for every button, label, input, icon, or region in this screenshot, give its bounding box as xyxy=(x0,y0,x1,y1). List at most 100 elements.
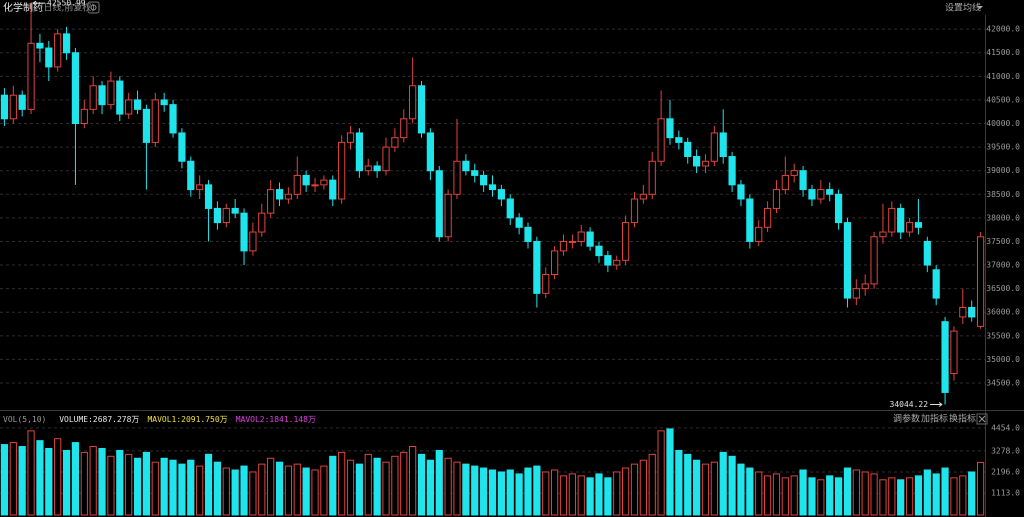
tool-button[interactable]: 调参数 xyxy=(893,413,920,425)
volume-bar xyxy=(533,465,541,516)
candle-body xyxy=(515,217,523,228)
volume-bar xyxy=(755,471,763,516)
y-tick-label: 39000.0 xyxy=(986,166,1020,175)
volume-bar xyxy=(622,467,630,516)
settings-box[interactable] xyxy=(87,1,100,14)
candle-body xyxy=(400,118,408,139)
volume-bar xyxy=(568,473,576,516)
volume-bar xyxy=(409,446,417,516)
candle-body xyxy=(772,189,781,209)
y-tick-label: 4454.0 xyxy=(991,423,1020,432)
volume-bar xyxy=(852,469,860,516)
candle-body xyxy=(879,231,887,238)
candle-body xyxy=(932,269,940,299)
candle-body xyxy=(444,193,452,238)
candle-body xyxy=(799,170,807,191)
volume-bar xyxy=(9,442,17,516)
dropdown-arrow[interactable] xyxy=(977,6,983,9)
candle-body xyxy=(692,156,701,167)
volume-bar xyxy=(302,467,310,516)
volume-bar xyxy=(435,449,443,516)
y-tick-label: 41000.0 xyxy=(986,72,1020,81)
candle-body xyxy=(240,212,248,252)
volume-bar xyxy=(968,471,976,516)
candle-body xyxy=(968,307,976,318)
volume-bar xyxy=(116,449,124,516)
candle-body xyxy=(914,222,923,228)
candle-body xyxy=(870,236,878,285)
volume-bar xyxy=(879,479,887,516)
indicator-value: VOLUME:2687.278万 xyxy=(59,415,139,424)
candle-body xyxy=(639,193,647,200)
settings-icon[interactable] xyxy=(87,1,100,14)
volume-bar xyxy=(151,461,159,516)
candle-body xyxy=(18,94,26,110)
volume-bar xyxy=(914,475,923,516)
volume-bar xyxy=(728,455,736,516)
candle-body xyxy=(781,174,789,191)
candle-body xyxy=(222,207,230,224)
volume-bar xyxy=(817,479,825,516)
candle-body xyxy=(542,273,550,294)
volume-bar xyxy=(684,453,692,516)
candle-body xyxy=(435,170,443,238)
volume-bar xyxy=(222,467,230,516)
volume-bar xyxy=(657,430,665,516)
candle-body xyxy=(426,132,434,172)
y-tick-label: 40500.0 xyxy=(986,95,1020,104)
volume-bar xyxy=(630,463,639,516)
volume-bar xyxy=(338,451,346,516)
ma-setting-button[interactable]: 设置均线 xyxy=(945,2,981,14)
close-pane[interactable] xyxy=(976,413,988,425)
volume-bar xyxy=(888,477,896,516)
y-tick-label: 41500.0 xyxy=(986,48,1020,57)
candle-body xyxy=(559,240,568,252)
volume-bar xyxy=(391,455,399,516)
candle-body xyxy=(506,198,514,219)
tool-button[interactable]: 加指标 xyxy=(921,413,948,425)
candle-body xyxy=(9,94,17,120)
y-tick-label: 35000.0 xyxy=(986,355,1020,364)
close-x[interactable] xyxy=(978,415,986,423)
volume-bar xyxy=(480,467,488,516)
candle-body xyxy=(524,226,532,242)
volume-bar xyxy=(62,449,71,516)
candle-body xyxy=(719,132,727,158)
candle-body xyxy=(790,170,798,176)
volume-bar xyxy=(311,469,319,516)
period-label: (日线,前复权) xyxy=(40,2,95,14)
volume-bar xyxy=(178,463,186,516)
candle-body xyxy=(941,321,949,393)
y-tick-label: 3278.0 xyxy=(991,446,1020,455)
volume-bar xyxy=(613,471,621,516)
volume-bar xyxy=(675,449,683,516)
volume-bar xyxy=(976,461,985,516)
candle-body xyxy=(258,212,266,233)
volume-bar xyxy=(54,438,62,516)
stock-name: 化学制药 xyxy=(3,1,43,14)
candle-body xyxy=(116,80,124,115)
candle-body xyxy=(905,222,914,233)
candle-body xyxy=(666,118,674,139)
annotation-arrow xyxy=(32,0,46,6)
volume-bar xyxy=(346,459,355,516)
settings-gear[interactable] xyxy=(90,4,97,11)
candle-body xyxy=(151,99,159,143)
candle-body xyxy=(923,240,931,266)
y-tick-label: 36500.0 xyxy=(986,284,1020,293)
candle-body xyxy=(45,47,53,68)
tool-button[interactable]: 换指标 xyxy=(949,413,976,425)
volume-bar xyxy=(719,451,727,516)
candle-body xyxy=(125,99,133,115)
candle-body xyxy=(746,198,754,242)
volume-bar xyxy=(551,469,559,516)
volume-bar xyxy=(444,457,452,516)
y-tick-label: 37500.0 xyxy=(986,237,1020,246)
volume-bar xyxy=(923,469,931,516)
volume-bar xyxy=(870,473,878,516)
close-box[interactable] xyxy=(976,413,988,425)
y-tick-label: 35500.0 xyxy=(986,331,1020,340)
volume-bar xyxy=(808,477,816,516)
volume-bar xyxy=(826,475,834,516)
